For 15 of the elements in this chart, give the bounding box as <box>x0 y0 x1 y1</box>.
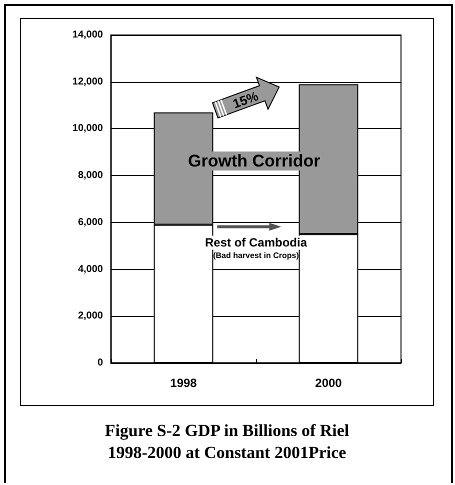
x-tick-label: 2000 <box>315 376 342 390</box>
y-tick-label: 14,000 <box>72 30 104 40</box>
y-tick-label: 12,000 <box>72 76 104 88</box>
series-label: Rest of Cambodia <box>204 236 308 250</box>
y-tick-label: 2,000 <box>78 310 104 322</box>
series-label: Growth Corridor <box>188 152 321 171</box>
y-tick-label: 6,000 <box>78 216 104 228</box>
annotation: (Bad harvest in Crops) <box>213 251 300 260</box>
y-tick-label: 4,000 <box>78 264 104 275</box>
annotation: 15% <box>230 88 261 112</box>
x-tick-label: 1998 <box>170 376 198 390</box>
y-tick-label: 8,000 <box>78 170 104 182</box>
y-tick-label: 10,000 <box>72 123 104 134</box>
text: Figure S-2 GDP in Billions of Riel 1998-2000 at Constant 2001Price <box>104 420 350 464</box>
y-tick-label: 0 <box>97 358 104 368</box>
